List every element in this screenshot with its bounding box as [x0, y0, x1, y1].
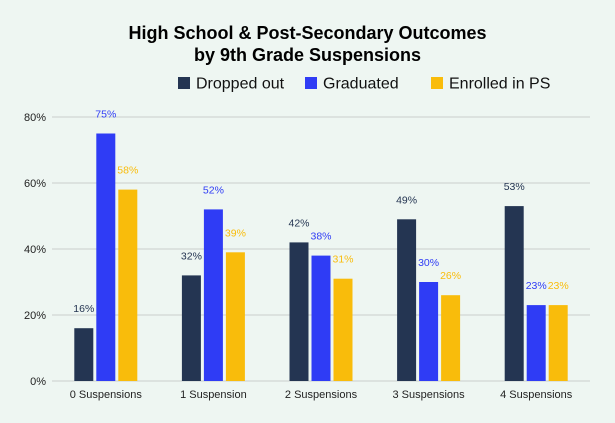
bar-0-2: [289, 242, 309, 381]
bar-2-0: [118, 189, 138, 381]
data-label-2-3: 26%: [440, 270, 461, 282]
x-tick-label-2: 2 Suspensions: [285, 389, 358, 401]
chart-title-line-1: High School & Post-Secondary Outcomes: [128, 23, 487, 43]
bar-2-3: [441, 295, 461, 381]
bar-1-0: [96, 133, 116, 381]
bar-2-1: [225, 252, 245, 381]
y-tick-label-1: 20%: [24, 310, 46, 322]
legend-swatch-2: [431, 77, 443, 89]
x-tick-label-1: 1 Suspension: [180, 389, 247, 401]
legend-swatch-0: [178, 77, 190, 89]
data-label-0-0: 16%: [73, 303, 94, 315]
data-label-2-2: 31%: [332, 254, 353, 266]
bar-0-0: [74, 328, 94, 381]
bar-1-3: [419, 282, 439, 381]
data-label-1-3: 30%: [418, 257, 439, 269]
bar-0-1: [181, 275, 201, 381]
data-label-2-0: 58%: [117, 165, 138, 177]
data-label-0-3: 49%: [396, 194, 417, 206]
bar-1-2: [311, 255, 331, 381]
legend-label-0: Dropped out: [196, 76, 285, 93]
data-label-1-0: 75%: [95, 109, 116, 121]
data-label-0-1: 32%: [181, 250, 202, 262]
legend-swatch-1: [305, 77, 317, 89]
x-tick-label-3: 3 Suspensions: [393, 389, 466, 401]
y-tick-label-4: 80%: [24, 112, 46, 124]
legend-label-2: Enrolled in PS: [449, 76, 550, 93]
bar-1-4: [526, 305, 546, 381]
data-label-1-1: 52%: [203, 184, 224, 196]
bar-2-2: [333, 278, 353, 381]
bar-0-3: [397, 219, 417, 381]
x-tick-label-4: 4 Suspensions: [500, 389, 573, 401]
bar-2-4: [548, 305, 568, 381]
chart-title: High School & Post-Secondary Outcomes by…: [0, 22, 615, 66]
chart-title-line-2: by 9th Grade Suspensions: [193, 45, 422, 65]
data-label-2-4: 23%: [548, 280, 569, 292]
y-tick-label-2: 40%: [24, 244, 46, 256]
data-label-1-2: 38%: [310, 231, 331, 243]
data-label-0-2: 42%: [288, 217, 309, 229]
y-tick-label-3: 60%: [24, 178, 46, 190]
bar-0-4: [504, 206, 524, 381]
x-tick-label-0: 0 Suspensions: [70, 389, 143, 401]
legend-label-1: Graduated: [323, 76, 399, 93]
data-label-1-4: 23%: [526, 280, 547, 292]
data-label-0-4: 53%: [504, 181, 525, 193]
bar-1-1: [203, 209, 223, 381]
y-tick-label-0: 0%: [30, 376, 46, 388]
data-label-2-1: 39%: [225, 227, 246, 239]
